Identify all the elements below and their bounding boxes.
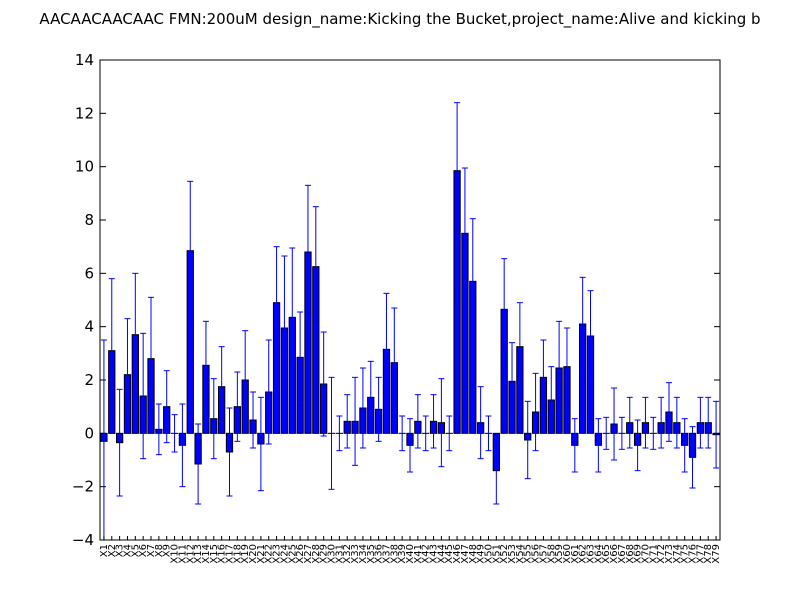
x-tick-label: X44 bbox=[436, 544, 447, 564]
x-tick-label: X42 bbox=[421, 544, 432, 564]
y-tick-label: 12 bbox=[75, 104, 94, 122]
x-tick-label: X54 bbox=[515, 544, 526, 564]
x-tick-label: X18 bbox=[232, 544, 243, 564]
y-tick-label: −2 bbox=[72, 478, 94, 496]
x-tick-label: X61 bbox=[570, 544, 581, 564]
x-axis: X1X2X3X4X5X6X7X8X9X10X11X12X13X14X15X16X… bbox=[99, 536, 722, 564]
plot-frame bbox=[99, 59, 721, 541]
x-tick-label: X38 bbox=[389, 544, 400, 564]
x-tick-label: X14 bbox=[201, 544, 212, 564]
x-tick-label: X70 bbox=[640, 544, 651, 564]
x-tick-label: X1 bbox=[99, 544, 110, 557]
x-tick-label: X39 bbox=[397, 544, 408, 564]
x-tick-label: X55 bbox=[523, 544, 534, 564]
x-tick-label: X56 bbox=[531, 544, 542, 564]
x-tick-label: X48 bbox=[468, 544, 479, 564]
y-axis: −4 −2 0 2 4 6 8 10 12 14 bbox=[72, 51, 720, 549]
x-tick-label: X35 bbox=[366, 544, 377, 564]
x-tick-label: X69 bbox=[633, 544, 644, 564]
x-tick-label: X52 bbox=[499, 544, 510, 564]
x-tick-label: X68 bbox=[625, 544, 636, 564]
x-tick-label: X47 bbox=[460, 544, 471, 564]
x-tick-label: X34 bbox=[358, 544, 369, 564]
x-tick-label: X37 bbox=[381, 544, 392, 564]
x-tick-label: X28 bbox=[311, 544, 322, 564]
x-tick-label: X13 bbox=[193, 544, 204, 564]
x-tick-label: X46 bbox=[452, 544, 463, 564]
x-tick-label: X57 bbox=[538, 544, 549, 564]
x-tick-label: X24 bbox=[279, 544, 290, 564]
x-tick-label: X21 bbox=[256, 544, 267, 564]
x-tick-label: X58 bbox=[546, 544, 557, 564]
x-tick-label: X72 bbox=[656, 544, 667, 564]
x-tick-label: X63 bbox=[586, 544, 597, 564]
x-tick-label: X53 bbox=[507, 544, 518, 564]
x-tick-label: X78 bbox=[703, 544, 714, 564]
x-tick-label: X76 bbox=[688, 544, 699, 564]
x-tick-label: X29 bbox=[319, 544, 330, 564]
x-tick-label: X66 bbox=[609, 544, 620, 564]
x-tick-label: X32 bbox=[342, 544, 353, 564]
x-tick-label: X30 bbox=[327, 544, 338, 564]
x-tick-label: X75 bbox=[680, 544, 691, 564]
errorbars-series bbox=[100, 102, 720, 540]
x-tick-label: X74 bbox=[672, 544, 683, 564]
x-tick-label: X62 bbox=[578, 544, 589, 564]
x-tick-label: X59 bbox=[554, 544, 565, 564]
y-tick-label: 6 bbox=[84, 264, 94, 282]
x-tick-label: X2 bbox=[107, 544, 118, 557]
x-tick-label: X77 bbox=[695, 544, 706, 564]
x-tick-label: X65 bbox=[601, 544, 612, 564]
y-tick-label: −4 bbox=[72, 531, 94, 549]
x-tick-label: X64 bbox=[593, 544, 604, 564]
x-tick-label: X50 bbox=[483, 544, 494, 564]
y-tick-label: 8 bbox=[84, 211, 94, 229]
x-tick-label: X5 bbox=[130, 544, 141, 557]
x-tick-label: X79 bbox=[711, 544, 722, 564]
x-tick-label: X4 bbox=[122, 544, 133, 557]
x-tick-label: X60 bbox=[562, 544, 573, 564]
chart-title: AACAACAACAAC FMN:200uM design_name:Kicki… bbox=[39, 10, 760, 29]
x-tick-label: X45 bbox=[444, 544, 455, 564]
x-tick-label: X71 bbox=[648, 544, 659, 564]
x-tick-label: X36 bbox=[374, 544, 385, 564]
x-tick-label: X10 bbox=[170, 544, 181, 564]
x-tick-label: X27 bbox=[303, 544, 314, 564]
x-tick-label: X16 bbox=[217, 544, 228, 564]
x-tick-label: X40 bbox=[405, 544, 416, 564]
y-tick-label: 4 bbox=[84, 318, 94, 336]
y-tick-label: 10 bbox=[75, 158, 94, 176]
y-tick-label: 14 bbox=[75, 51, 94, 69]
y-tick-label: 2 bbox=[84, 371, 94, 389]
x-tick-label: X31 bbox=[334, 544, 345, 564]
y-tick-label: 0 bbox=[84, 424, 94, 442]
x-tick-label: X15 bbox=[209, 544, 220, 564]
x-tick-label: X41 bbox=[413, 544, 424, 564]
x-tick-label: X17 bbox=[224, 544, 235, 564]
x-tick-label: X8 bbox=[154, 544, 165, 557]
x-tick-label: X11 bbox=[177, 544, 188, 564]
x-tick-label: X49 bbox=[476, 544, 487, 564]
x-tick-label: X25 bbox=[287, 544, 298, 564]
x-tick-label: X26 bbox=[295, 544, 306, 564]
x-tick-label: X19 bbox=[240, 544, 251, 564]
x-tick-label: X43 bbox=[429, 544, 440, 564]
x-tick-label: X20 bbox=[248, 544, 259, 564]
x-tick-label: X51 bbox=[491, 544, 502, 564]
x-tick-label: X12 bbox=[185, 544, 196, 564]
x-tick-label: X73 bbox=[664, 544, 675, 564]
x-tick-label: X7 bbox=[146, 544, 157, 557]
x-tick-label: X33 bbox=[350, 544, 361, 564]
x-tick-label: X23 bbox=[272, 544, 283, 564]
x-tick-label: X6 bbox=[138, 544, 149, 557]
x-tick-label: X9 bbox=[162, 544, 173, 557]
x-tick-label: X22 bbox=[264, 544, 275, 564]
x-tick-label: X67 bbox=[617, 544, 628, 564]
x-tick-label: X3 bbox=[115, 544, 126, 557]
